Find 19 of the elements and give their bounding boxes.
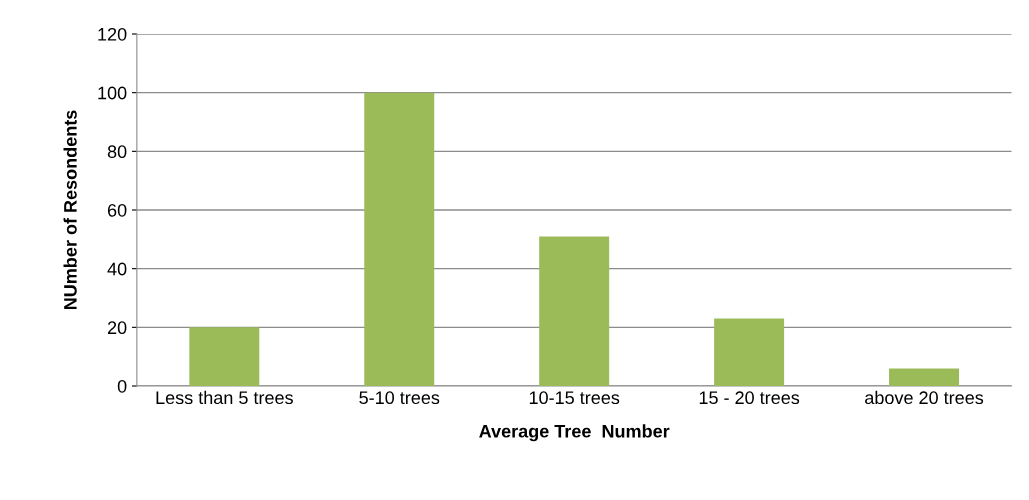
x-tick-label: above 20 trees <box>865 390 984 405</box>
x-tick-label: Less than 5 trees <box>156 390 293 405</box>
x-tick-label: 15 - 20 trees <box>699 391 800 405</box>
y-axis-title: NUmber of Resondents <box>63 110 77 310</box>
bar <box>889 368 960 386</box>
x-tick-label: 10-15 trees <box>529 391 620 405</box>
y-tick-label: 0 <box>117 379 127 393</box>
x-tick-label: 5-10 trees <box>359 391 440 405</box>
bar <box>364 92 435 386</box>
y-tick-label: 120 <box>98 27 127 41</box>
bar <box>539 236 610 386</box>
y-tick-label: 100 <box>98 86 127 100</box>
bar <box>189 327 260 386</box>
y-tick-label: 60 <box>107 203 127 217</box>
y-tick-label: 20 <box>107 321 127 335</box>
bar <box>714 318 785 386</box>
x-axis-title: Average Tree Number <box>479 424 670 442</box>
y-tick-label: 40 <box>107 262 127 276</box>
y-tick-label: 80 <box>107 145 127 159</box>
